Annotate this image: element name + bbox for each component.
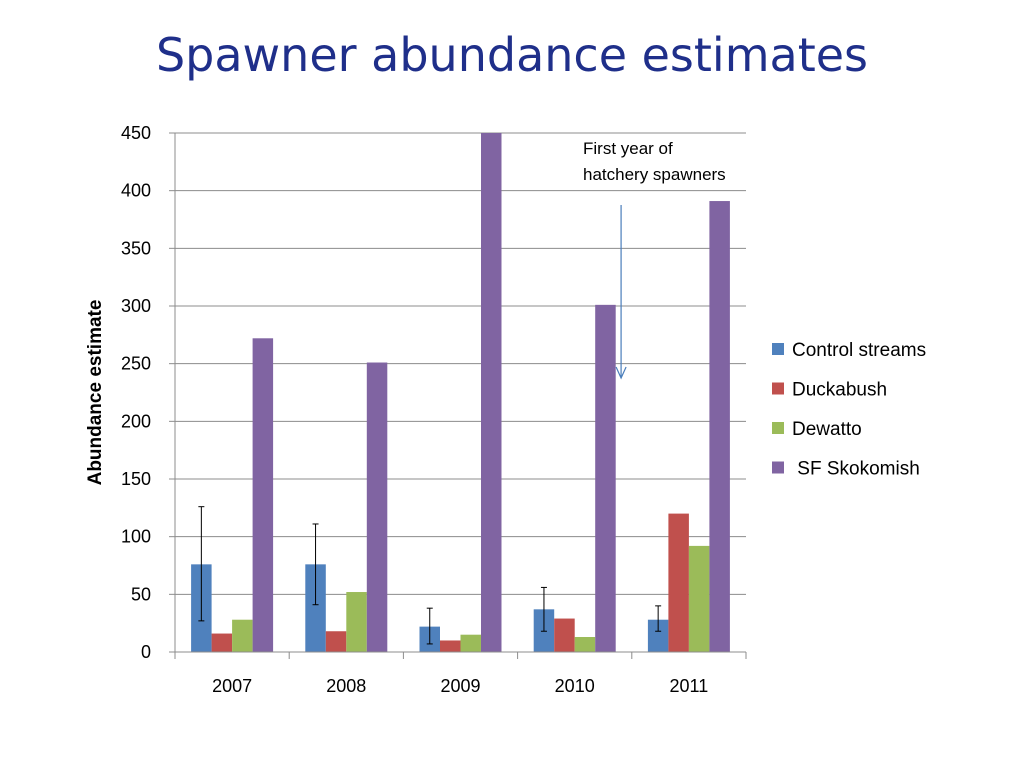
y-tick-label: 50: [131, 584, 151, 604]
x-tick-labels: 2007 2008 2009 2010 2011: [212, 676, 708, 696]
y-tick-label: 0: [141, 642, 151, 662]
bar-2009-series-2: [440, 640, 461, 652]
bar-2011-series-4: [709, 201, 730, 652]
y-axis-label: Abundance estimate: [85, 300, 106, 486]
bar-2009-series-3: [460, 634, 481, 652]
bar-2010-series-2: [554, 618, 575, 652]
y-tick-label: 200: [121, 411, 151, 431]
bar-2008-series-4: [366, 362, 388, 652]
legend-swatch: [772, 422, 784, 434]
slide-title: Spawner abundance estimates: [155, 28, 869, 82]
x-tick-label: 2011: [670, 676, 709, 696]
bar-2008-series-2: [325, 631, 347, 652]
x-tick-label: 2007: [212, 676, 252, 696]
bar-2007-series-2: [211, 633, 233, 652]
bar-2008-series-1: [305, 564, 326, 652]
legend-label: Control streams: [792, 340, 926, 361]
y-tick-label: 400: [121, 181, 151, 201]
legend-swatch: [772, 382, 784, 395]
bar-2007-series-3: [232, 619, 253, 652]
x-tick-label: 2010: [555, 676, 595, 696]
annotation-text: First year of: [583, 139, 673, 158]
y-tick-label: 250: [121, 354, 151, 374]
legend-label: SF Skokomish: [792, 459, 920, 480]
bar-2010-series-3: [574, 637, 596, 652]
axes: [174, 133, 747, 659]
bar-2008-series-3: [346, 592, 367, 652]
bars: [191, 133, 730, 652]
bar-2010-series-4: [595, 304, 616, 652]
legend-swatch: [772, 343, 784, 355]
bar-2011-series-3: [688, 545, 710, 652]
x-tick-label: 2008: [326, 676, 366, 696]
legend-swatch: [772, 461, 784, 474]
y-tick-labels: 0 50 100 150 200 250 300 350 400 450: [121, 123, 175, 662]
y-tick-label: 100: [121, 527, 151, 547]
bar-2011-series-1: [647, 619, 669, 652]
legend-label: Duckabush: [792, 380, 887, 401]
error-bars: [198, 506, 662, 645]
bar-2009-series-4: [481, 133, 502, 652]
annotation-text: hatchery spawners: [583, 165, 726, 184]
x-tick-label: 2009: [440, 676, 480, 696]
y-tick-label: 300: [121, 296, 151, 316]
annotation-arrow-head: [615, 366, 627, 380]
legend-label: Dewatto: [792, 419, 862, 440]
bar-2011-series-2: [668, 513, 689, 652]
y-tick-label: 150: [121, 469, 151, 489]
y-tick-label: 350: [121, 238, 151, 258]
legend: Control streams Duckabush Dewatto SF Skoko…: [772, 340, 926, 480]
y-tick-label: 450: [121, 123, 151, 143]
annotation: First year of hatchery spawners: [583, 139, 726, 380]
bar-2007-series-4: [252, 338, 274, 652]
